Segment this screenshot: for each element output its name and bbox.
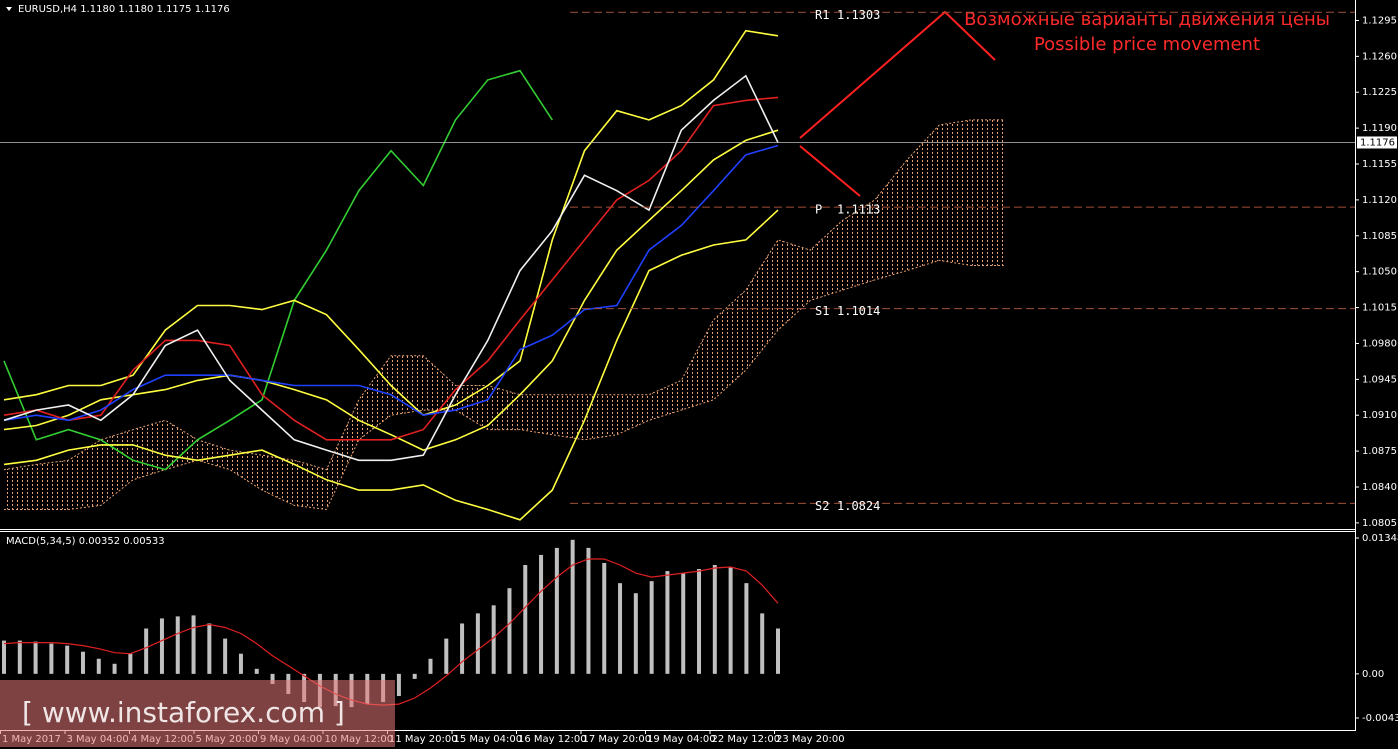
histogram-bar: [254, 668, 259, 674]
pivot-name: S1: [815, 304, 829, 318]
y-tick-label: 1.1295: [1362, 15, 1397, 26]
y-tick-label: 0.00: [1362, 669, 1384, 680]
histogram-bar: [2, 640, 6, 674]
histogram-bar: [491, 605, 496, 674]
histogram-bar: [728, 567, 733, 674]
pivot-name: R1: [815, 8, 829, 22]
pivot-value: 1.1014: [837, 304, 880, 318]
last-price-label: 1.1176: [1360, 137, 1395, 148]
histogram-bar: [33, 641, 38, 674]
histogram-bar: [396, 673, 401, 697]
y-tick-label: 1.1155: [1362, 159, 1397, 170]
histogram-bar: [760, 613, 765, 674]
annotation: Possible price movement: [1034, 34, 1260, 55]
cloud-edge: [4, 259, 1004, 511]
histogram-bar: [744, 583, 749, 674]
histogram-bar: [649, 581, 654, 674]
y-tick-label: 1.1015: [1362, 303, 1397, 314]
histogram-bar: [681, 573, 686, 674]
histogram-bar: [96, 658, 101, 674]
menu-arrow[interactable]: [6, 7, 12, 11]
histogram-bar: [428, 658, 433, 674]
forecast-arrow-down: [799, 145, 861, 197]
watermark-box: [0, 680, 395, 747]
histogram-bar: [80, 651, 85, 674]
y-tick-label: 1.0840: [1362, 482, 1397, 493]
last-price-box: [1357, 136, 1397, 149]
x-tick-label: 15 May 04:00: [454, 734, 523, 745]
histogram-bar: [270, 673, 275, 684]
y-tick-label: 1.0910: [1362, 410, 1397, 421]
y-tick-label: 1.0875: [1362, 446, 1397, 457]
histogram-bar: [539, 554, 544, 674]
histogram-bar: [460, 623, 465, 674]
pivot-value: 1.1113: [837, 203, 880, 217]
y-tick-label: 1.0945: [1362, 374, 1397, 385]
histogram-bar: [554, 547, 559, 674]
y-tick-label: 1.0805: [1362, 518, 1397, 529]
x-tick-label: 16 May 12:00: [518, 734, 587, 745]
histogram-bar: [223, 638, 228, 674]
price-line: [3, 69, 553, 471]
histogram-bar: [665, 571, 670, 674]
y-tick-label: 1.1225: [1362, 87, 1397, 98]
histogram-bar: [128, 653, 133, 674]
annotation: Возможные варианты движения цены: [964, 9, 1330, 30]
histogram-bar: [633, 593, 638, 674]
pivot-name: S2: [815, 499, 829, 513]
ichimoku-cloud: [4, 119, 1004, 510]
histogram-bar: [112, 663, 117, 674]
histogram-bar: [475, 613, 480, 674]
histogram-bar: [159, 618, 164, 674]
histogram-bar: [570, 539, 575, 674]
pivot-value: 1.0824: [837, 499, 880, 513]
price-line: [3, 29, 779, 417]
histogram-bar: [507, 588, 512, 674]
histogram-bar: [207, 623, 212, 674]
histogram-bar: [586, 547, 591, 674]
y-tick-label: 0.01348: [1362, 533, 1398, 544]
histogram-bar: [65, 645, 70, 674]
y-tick-label: 1.1190: [1362, 123, 1397, 134]
histogram-bar: [412, 673, 417, 679]
y-tick-label: 1.0980: [1362, 338, 1397, 349]
price-line: [3, 144, 779, 422]
histogram-bar: [602, 562, 607, 674]
histogram-bar: [776, 628, 780, 674]
cloud-edge: [3, 119, 1004, 471]
price-line: [3, 209, 779, 521]
y-tick-label: -0.00438: [1362, 713, 1398, 724]
x-tick-label: 19 May 04:00: [647, 734, 716, 745]
pivot-value: 1.1303: [837, 8, 880, 22]
histogram-bar: [697, 569, 702, 674]
x-tick-label: 23 May 20:00: [776, 734, 845, 745]
histogram-bar: [444, 638, 449, 674]
pivot-name: P: [815, 203, 822, 217]
histogram-bar: [17, 640, 22, 674]
watermark: [ www.instaforex.com ]: [22, 696, 345, 729]
histogram-bar: [712, 565, 717, 674]
macd-title: MACD(5,34,5) 0.00352 0.00533: [6, 536, 165, 547]
price-line: [3, 96, 779, 441]
histogram-bar: [191, 615, 196, 674]
y-tick-label: 1.1260: [1362, 51, 1397, 62]
x-tick-label: 17 May 20:00: [583, 734, 652, 745]
price-line: [3, 74, 779, 462]
chart-title: EURUSD,H4 1.1180 1.1180 1.1175 1.1176: [18, 4, 230, 15]
plot-layer: 1.0805 1.0840 1.0875 1.0910 1.0945 1.0980 1.10…: [0, 8, 1398, 745]
histogram-bar: [523, 565, 528, 674]
y-tick-label: 1.1120: [1362, 195, 1397, 206]
histogram-bar: [618, 583, 623, 674]
histogram-bar: [49, 643, 54, 674]
x-tick-label: 11 May 20:00: [389, 734, 458, 745]
histogram-bar: [238, 653, 243, 674]
x-tick-label: 22 May 12:00: [712, 734, 781, 745]
histogram-bar: [144, 628, 149, 674]
histogram-bar: [175, 616, 180, 674]
y-tick-label: 1.1050: [1362, 267, 1397, 278]
y-tick-label: 1.1085: [1362, 231, 1397, 242]
